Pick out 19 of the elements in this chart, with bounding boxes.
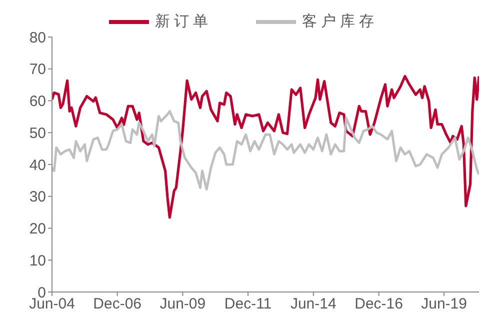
line-series [52,110,479,191]
x-tick-label: Jun-09 [160,296,206,313]
y-tick-label: 20 [29,220,46,238]
y-tick-label: 60 [29,93,46,110]
x-tick-label: Dec-16 [354,296,403,313]
x-tick-label: Dec-11 [224,296,272,313]
line-series [52,74,479,219]
y-tick-label: 70 [29,61,46,78]
y-tick-label: 80 [29,29,46,46]
x-tick-label: Jun-19 [421,296,468,313]
x-tick-label: Jun-14 [290,296,336,313]
y-tick-label: 0 [38,284,46,302]
x-tick-label: Dec-06 [93,296,142,313]
y-tick-label: 50 [29,124,46,142]
legend-label: 新订单 [155,12,212,31]
y-tick-label: 30 [29,188,46,206]
legend-label: 客户库存 [302,12,378,31]
y-tick-label: 40 [29,156,46,174]
y-tick-label: 10 [29,252,46,270]
